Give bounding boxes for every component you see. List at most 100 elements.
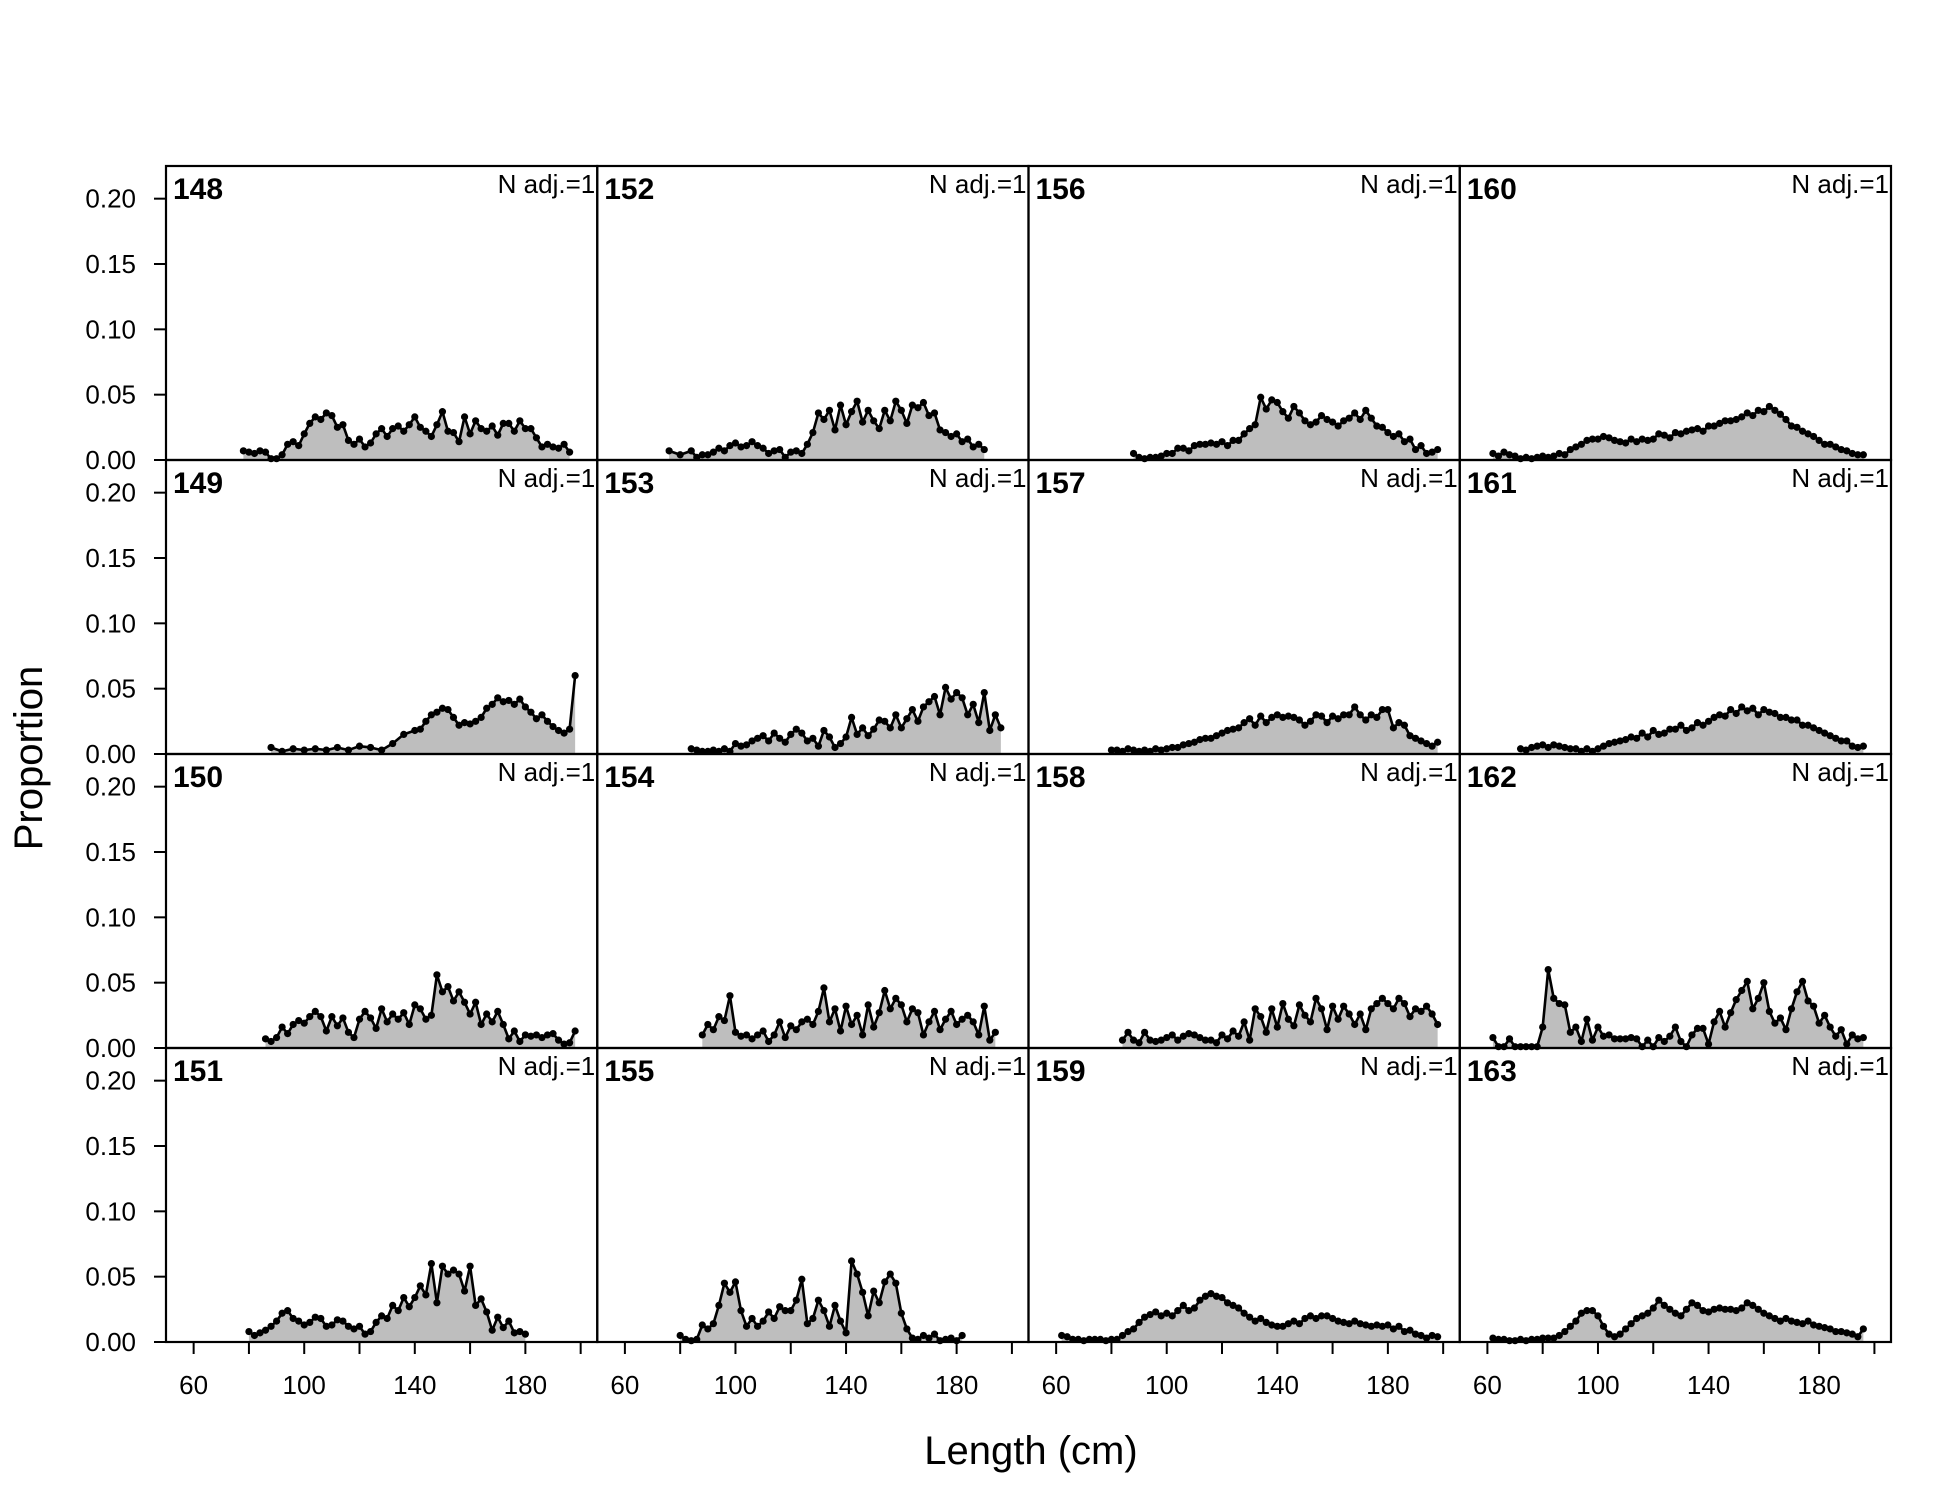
data-point (521, 1031, 529, 1039)
data-point (853, 1270, 861, 1278)
data-point (1588, 1307, 1597, 1315)
data-point (422, 1291, 430, 1299)
data-point (488, 1018, 496, 1026)
data-point (560, 440, 568, 448)
data-point (1157, 746, 1165, 754)
data-point (941, 428, 950, 437)
x-tick-label: 100 (1576, 1370, 1619, 1400)
x-tick-label: 100 (1145, 1370, 1188, 1400)
data-point (1716, 419, 1724, 428)
data-point (284, 1030, 292, 1038)
data-point (1251, 1317, 1259, 1325)
data-point (433, 708, 441, 716)
data-point (1704, 1040, 1713, 1048)
data-point (566, 448, 574, 456)
data-point (1179, 444, 1187, 452)
data-point (776, 445, 784, 454)
data-point (1262, 1028, 1270, 1036)
area-fill-148 (243, 411, 570, 460)
data-point (389, 425, 397, 433)
data-point (1544, 743, 1552, 752)
data-point (1848, 742, 1856, 750)
data-point (770, 447, 778, 455)
data-point (1262, 719, 1270, 727)
data-point (847, 1020, 856, 1029)
data-point (881, 717, 889, 725)
y-tick-label: 0.15 (85, 249, 136, 279)
data-point (1633, 734, 1641, 742)
data-point (344, 746, 353, 754)
data-point (870, 1023, 878, 1031)
data-point (405, 1303, 413, 1311)
panel-frame (164, 752, 599, 1050)
data-point (1749, 1005, 1757, 1013)
data-point (521, 703, 529, 711)
data-point (449, 1266, 458, 1274)
data-point (820, 984, 828, 992)
data-point (1345, 1010, 1353, 1018)
data-point (1063, 1333, 1071, 1341)
data-point (1124, 745, 1132, 753)
data-point (1765, 1312, 1773, 1320)
data-point (1168, 449, 1176, 458)
data-point (1572, 1317, 1580, 1325)
data-point (394, 1015, 402, 1023)
n-adj-label: N adj.=1 (498, 1051, 596, 1081)
data-point (1174, 444, 1182, 452)
data-point (886, 724, 894, 732)
data-point (311, 1007, 319, 1016)
data-point (1334, 1015, 1342, 1023)
data-point (1190, 1031, 1198, 1039)
data-point (1367, 711, 1375, 719)
n-adj-label: N adj.=1 (1360, 463, 1458, 493)
data-point (958, 1015, 966, 1023)
data-point (306, 1318, 314, 1326)
data-point (1610, 738, 1619, 746)
data-point (1246, 1313, 1254, 1321)
data-point (792, 447, 800, 455)
data-point (787, 1022, 795, 1030)
data-point (1826, 440, 1834, 448)
data-point (864, 406, 872, 414)
data-point (1235, 436, 1243, 444)
data-point (350, 1325, 358, 1333)
data-point (936, 1026, 944, 1034)
data-point (1301, 417, 1309, 425)
data-point (803, 1015, 811, 1023)
data-point (1859, 1033, 1867, 1042)
data-point (1566, 445, 1574, 454)
data-point (1406, 732, 1414, 740)
n-adj-label: N adj.=1 (1360, 757, 1458, 787)
data-point (836, 739, 845, 748)
data-point (897, 1001, 905, 1009)
data-point (527, 425, 535, 433)
data-point (289, 438, 297, 446)
data-point (676, 451, 684, 459)
data-point (1854, 1333, 1862, 1341)
data-point (1693, 1024, 1702, 1032)
data-point (864, 732, 872, 740)
data-point (477, 425, 485, 433)
data-point (510, 700, 518, 708)
data-point (1284, 1015, 1292, 1023)
data-point (472, 998, 480, 1006)
n-adj-label: N adj.=1 (1360, 169, 1458, 199)
data-point (538, 711, 546, 719)
data-point (881, 1278, 889, 1286)
data-point (953, 1020, 961, 1029)
panel-148: 148 N adj.=1 0.00 0.05 0.10 0.15 0.20 (85, 164, 599, 475)
data-point (1334, 715, 1342, 723)
data-point (1754, 406, 1762, 414)
data-point (731, 739, 740, 748)
data-point (460, 719, 469, 727)
n-adj-label: N adj.=1 (1360, 1051, 1458, 1081)
data-point (1400, 999, 1409, 1008)
data-point (322, 1322, 330, 1330)
data-point (1544, 966, 1552, 974)
data-point (1373, 1321, 1381, 1329)
panel-frame (1027, 1046, 1461, 1344)
data-point (941, 683, 950, 691)
data-point (1727, 417, 1735, 425)
data-point (969, 443, 977, 451)
x-tick-label: 100 (283, 1370, 326, 1400)
